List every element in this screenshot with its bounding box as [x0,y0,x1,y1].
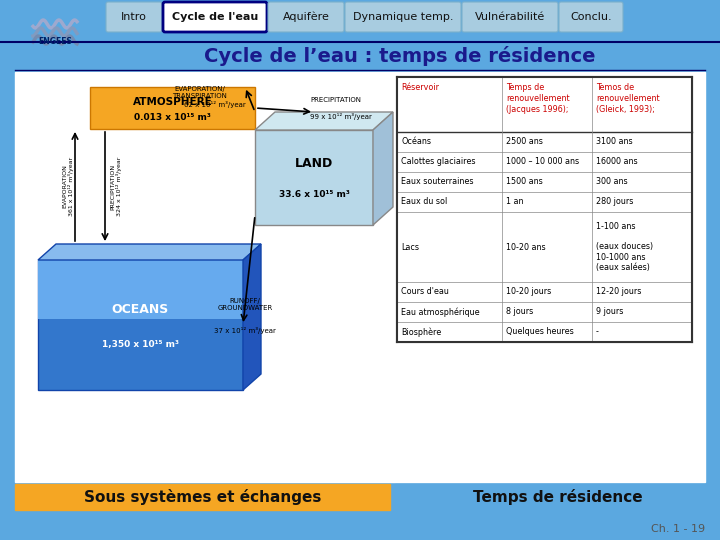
Text: Sous systèmes et échanges: Sous systèmes et échanges [84,489,321,505]
FancyBboxPatch shape [90,87,255,129]
Text: RUNOFF/
GROUNDWATER: RUNOFF/ GROUNDWATER [217,299,273,312]
Bar [15,484,390,510]
Text: Temps de
renouvellement
(Jacques 1996);: Temps de renouvellement (Jacques 1996); [506,83,570,114]
Text: 1 an: 1 an [506,198,523,206]
Text: PRECIPITATION: PRECIPITATION [310,97,361,103]
Text: 280 jours: 280 jours [596,198,634,206]
Text: 9 jours: 9 jours [596,307,624,316]
Text: 16000 ans: 16000 ans [596,158,638,166]
Text: Lacs: Lacs [401,242,419,252]
Text: 1-100 ans

(eaux douces)
10-1000 ans
(eaux salées): 1-100 ans (eaux douces) 10-1000 ans (eau… [596,222,653,272]
Text: Vulnérabilité: Vulnérabilité [475,12,545,22]
Text: 1500 ans: 1500 ans [506,178,543,186]
Text: ATMOSPHERE: ATMOSPHERE [132,97,212,107]
Bar [397,152,692,172]
Text: 37 x 10¹² m³/year: 37 x 10¹² m³/year [214,327,276,334]
Bar [395,484,720,510]
Text: OCEANS: OCEANS [112,303,169,316]
Bar [397,302,692,322]
Text: 1,350 x 10¹⁵ m³: 1,350 x 10¹⁵ m³ [102,340,179,349]
Text: 300 ans: 300 ans [596,178,628,186]
Text: Biosphère: Biosphère [401,327,441,337]
Text: 0.013 x 10¹⁵ m³: 0.013 x 10¹⁵ m³ [134,113,211,122]
Text: Cycle de l'eau: Cycle de l'eau [172,12,258,22]
Text: -: - [596,327,599,336]
Text: 3100 ans: 3100 ans [596,138,633,146]
Text: 10-20 ans: 10-20 ans [506,242,546,252]
Text: Ch. 1 - 19: Ch. 1 - 19 [651,524,705,534]
Text: EVAPORATION/
TRANSPIRATION: EVAPORATION/ TRANSPIRATION [173,85,228,98]
Bar [397,212,692,282]
FancyBboxPatch shape [559,2,623,32]
Text: Quelques heures: Quelques heures [506,327,574,336]
Text: Eaux souterraines: Eaux souterraines [401,178,474,186]
Bar [397,77,692,132]
Text: Temos de
renouvellement
(Gleick, 1993);: Temos de renouvellement (Gleick, 1993); [596,83,660,114]
Bar [397,172,692,192]
Text: Intro: Intro [121,12,147,22]
Text: 2500 ans: 2500 ans [506,138,543,146]
Text: Temps de résidence: Temps de résidence [473,489,642,505]
Text: PRECIPITATION
324 x 10¹² m³/year: PRECIPITATION 324 x 10¹² m³/year [110,157,122,216]
FancyBboxPatch shape [268,2,344,32]
Polygon shape [255,112,393,130]
Text: ENGEES: ENGEES [38,37,72,46]
Bar [255,130,373,225]
Bar [15,72,705,482]
Text: Dynamique temp.: Dynamique temp. [353,12,454,22]
Text: 99 x 10¹² m³/year: 99 x 10¹² m³/year [310,113,372,120]
Text: Eaux du sol: Eaux du sol [401,198,447,206]
Text: Réservoir: Réservoir [401,83,439,92]
Text: 62 x 10¹² m³/year: 62 x 10¹² m³/year [184,102,246,109]
FancyBboxPatch shape [106,2,162,32]
Polygon shape [243,244,261,390]
Bar [397,192,692,212]
Polygon shape [38,244,261,260]
FancyBboxPatch shape [345,2,461,32]
Text: 10-20 jours: 10-20 jours [506,287,552,296]
Bar [397,77,692,342]
Text: Eau atmosphérique: Eau atmosphérique [401,307,480,317]
Text: 12-20 jours: 12-20 jours [596,287,642,296]
Text: Cours d'eau: Cours d'eau [401,287,449,296]
Bar [397,132,692,152]
Polygon shape [373,112,393,225]
Text: Conclu.: Conclu. [570,12,612,22]
Bar [38,260,243,390]
Text: LAND: LAND [295,157,333,170]
Text: EVAPORATION
361 x 10¹² m³/year: EVAPORATION 361 x 10¹² m³/year [62,157,74,216]
Text: Océans: Océans [401,138,431,146]
Text: 33.6 x 10¹⁵ m³: 33.6 x 10¹⁵ m³ [279,190,349,199]
FancyBboxPatch shape [163,2,267,32]
FancyBboxPatch shape [462,2,558,32]
Text: 8 jours: 8 jours [506,307,534,316]
Bar [397,282,692,302]
Text: Calottes glaciaires: Calottes glaciaires [401,158,475,166]
Bar [397,322,692,342]
Text: Aquifère: Aquifère [282,12,330,22]
Text: Cycle de l’eau : temps de résidence: Cycle de l’eau : temps de résidence [204,46,595,66]
Text: 1000 – 10 000 ans: 1000 – 10 000 ans [506,158,579,166]
Bar [38,260,243,319]
